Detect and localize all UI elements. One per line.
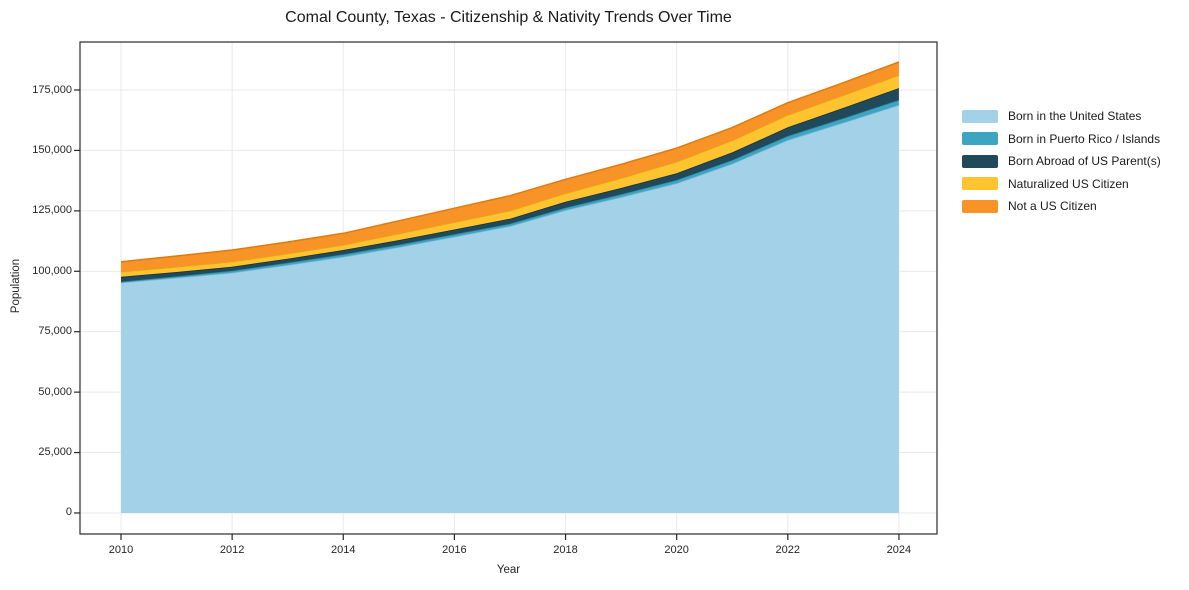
y-tick-label: 50,000 [38,385,72,398]
y-tick-label: 175,000 [32,83,72,96]
y-tick-label: 0 [65,506,72,519]
y-tick-label: 125,000 [32,204,72,217]
x-tick-label: 2010 [108,544,134,556]
x-tick-label: 2022 [775,544,801,556]
legend-item: Not a US Citizen [962,195,1097,217]
legend-item: Born in the United States [962,105,1141,127]
x-tick-label: 2014 [331,544,356,556]
legend-item: Naturalized US Citizen [962,173,1129,195]
legend-item: Born in Puerto Rico / Islands [962,128,1160,150]
area-edge-not-a-us-citizen [120,61,900,263]
legend-label: Naturalized US Citizen [1008,176,1129,191]
y-tick-label: 150,000 [32,143,72,156]
legend-label: Born in Puerto Rico / Islands [1008,131,1161,146]
legend-swatch [962,154,998,168]
x-tick-label: 2018 [553,544,578,556]
legend-swatch [962,132,998,145]
legend-swatch [962,177,998,190]
y-tick-label: 100,000 [32,264,72,277]
x-tick-label: 2024 [886,544,912,556]
x-tick-label: 2012 [219,544,245,556]
legend-swatch [962,199,998,213]
axes-frame [79,41,938,535]
x-tick-label: 2016 [442,544,467,556]
y-tick-label: 75,000 [38,325,72,338]
legend-item: Born Abroad of US Parent(s) [962,150,1161,172]
legend-swatch [962,109,998,123]
chart-title: Comal County, Texas - Citizenship & Nati… [285,9,732,26]
legend-label: Born Abroad of US Parent(s) [1008,154,1161,168]
legend-label: Not a US Citizen [1008,199,1097,213]
y-tick-label: 25,000 [38,446,72,459]
area-born-in-the-united-states [121,105,899,513]
legend-label: Born in the United States [1008,109,1142,123]
x-axis-label: Year [496,564,521,576]
x-tick-label: 2020 [664,544,689,556]
